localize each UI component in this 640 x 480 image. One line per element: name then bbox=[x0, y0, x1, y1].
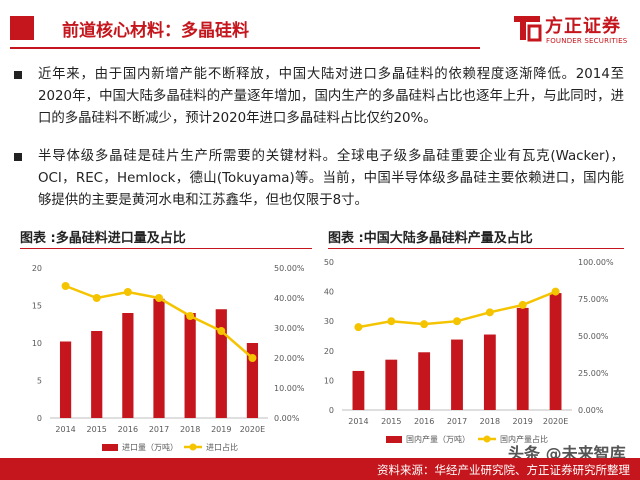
x-tick: 2017 bbox=[447, 417, 467, 426]
legend-swatch-bar bbox=[102, 444, 118, 451]
chart-imports: 0 5 10 15 20 0.00% 10.00% 20.00% 30.00% 40.00% 50.… bbox=[18, 252, 314, 452]
x-tick: 2016 bbox=[118, 425, 138, 434]
line-point bbox=[155, 294, 163, 302]
x-tick: 2020E bbox=[240, 425, 265, 434]
line-point bbox=[387, 317, 396, 326]
legend-label-line: 进口占比 bbox=[206, 442, 238, 452]
founder-logo-icon bbox=[514, 16, 542, 42]
y-tick-right: 40.00% bbox=[274, 294, 305, 303]
x-tick: 2018 bbox=[180, 425, 200, 434]
y-tick-right: 25.00% bbox=[578, 369, 609, 378]
chart-production: 0 10 20 30 40 50 0.00% 25.00% 50.00% 75.00% 100.00… bbox=[320, 252, 626, 452]
y-tick-right: 50.00% bbox=[274, 264, 305, 273]
line-point bbox=[123, 288, 132, 296]
y-tick-left: 30 bbox=[324, 317, 334, 326]
slide-header: 前道核心材料：多晶硅料 方正证券 FOUNDER SECURITIES bbox=[0, 0, 640, 56]
legend-label-bar: 进口量（万吨） bbox=[122, 442, 178, 452]
y-tick-right: 0.00% bbox=[578, 406, 604, 415]
bar bbox=[549, 293, 562, 410]
y-tick-left: 5 bbox=[37, 377, 42, 386]
logo-text-en: FOUNDER SECURITIES bbox=[546, 37, 628, 45]
x-tick: 2018 bbox=[480, 417, 500, 426]
chart-title-divider bbox=[328, 248, 624, 249]
x-tick: 2019 bbox=[211, 425, 231, 434]
footer-bar: 资料来源：华经产业研究院、方正证券研究所整理 bbox=[0, 458, 640, 480]
legend-marker-line bbox=[189, 443, 197, 451]
bar bbox=[352, 370, 365, 410]
bar bbox=[246, 343, 259, 418]
footer-source: 资料来源：华经产业研究院、方正证券研究所整理 bbox=[377, 463, 630, 477]
line-point bbox=[551, 287, 560, 296]
y-tick-left: 10 bbox=[32, 339, 42, 348]
x-tick: 2016 bbox=[414, 417, 434, 426]
chart-imports-svg: 0 5 10 15 20 0.00% 10.00% 20.00% 30.00% 40.00% 50.… bbox=[32, 264, 305, 452]
y-tick-right: 100.00% bbox=[578, 258, 614, 267]
legend-swatch-bar bbox=[386, 436, 402, 443]
line-point bbox=[186, 312, 195, 320]
y-tick-left: 15 bbox=[32, 302, 42, 311]
logo-text-cn: 方正证券 bbox=[545, 16, 621, 37]
bullet-item: 半导体级多晶硅是硅片生产所需要的关键材料。全球电子级多晶硅重要企业有瓦克(Wac… bbox=[12, 146, 624, 212]
chart-title-imports: 图表 :多晶硅料进口量及占比 bbox=[20, 231, 186, 246]
title-marker bbox=[10, 16, 34, 40]
y-tick-right: 30.00% bbox=[274, 324, 305, 333]
y-tick-left: 50 bbox=[324, 258, 334, 267]
line-point bbox=[92, 294, 101, 302]
bar bbox=[516, 307, 529, 410]
x-tick: 2015 bbox=[87, 425, 107, 434]
x-tick: 2014 bbox=[348, 417, 368, 426]
y-tick-right: 20.00% bbox=[274, 354, 305, 363]
bar bbox=[91, 331, 103, 418]
y-tick-left: 20 bbox=[324, 347, 334, 356]
x-tick: 2019 bbox=[513, 417, 533, 426]
line-point bbox=[453, 317, 461, 326]
line-point bbox=[518, 300, 527, 309]
y-tick-left: 20 bbox=[32, 264, 42, 273]
bar bbox=[59, 341, 72, 418]
bullet-marker bbox=[14, 153, 22, 161]
x-tick: 2017 bbox=[149, 425, 169, 434]
bar bbox=[483, 334, 496, 410]
line-point bbox=[420, 320, 429, 329]
y-tick-right: 10.00% bbox=[274, 384, 305, 393]
chart-title-production: 图表 :中国大陆多晶硅料产量及占比 bbox=[328, 231, 533, 246]
founder-logo: 方正证券 FOUNDER SECURITIES bbox=[512, 10, 634, 50]
bullet-marker bbox=[14, 71, 22, 79]
x-tick: 2020E bbox=[543, 417, 568, 426]
y-tick-left: 10 bbox=[324, 376, 334, 385]
chart-title-divider bbox=[20, 248, 312, 249]
legend-marker-line bbox=[483, 435, 491, 443]
bar bbox=[215, 309, 227, 418]
y-tick-left: 0 bbox=[329, 406, 334, 415]
legend-label-line: 国内产量占比 bbox=[500, 434, 548, 444]
bar bbox=[153, 298, 165, 418]
title-underline bbox=[10, 47, 480, 49]
bar bbox=[184, 313, 196, 418]
bar bbox=[385, 359, 398, 410]
bar bbox=[122, 313, 134, 418]
x-tick: 2014 bbox=[55, 425, 75, 434]
chart-production-svg: 0 10 20 30 40 50 0.00% 25.00% 50.00% 75.00% 100.00… bbox=[324, 258, 614, 444]
bullet-text: 近年来，由于国内新增产能不断释放，中国大陆对进口多晶硅料的依赖程度逐渐降低。20… bbox=[38, 67, 624, 126]
line-point bbox=[354, 323, 363, 332]
y-tick-left: 0 bbox=[37, 414, 42, 423]
line-point bbox=[485, 308, 494, 317]
bullet-item: 近年来，由于国内新增产能不断释放，中国大陆对进口多晶硅料的依赖程度逐渐降低。20… bbox=[12, 64, 624, 130]
bar bbox=[418, 352, 431, 410]
line-point bbox=[217, 327, 226, 335]
bar bbox=[451, 339, 463, 410]
y-tick-right: 75.00% bbox=[578, 295, 609, 304]
y-tick-right: 0.00% bbox=[274, 414, 300, 423]
line-point bbox=[248, 354, 257, 362]
legend-label-bar: 国内产量（万吨） bbox=[406, 434, 470, 444]
x-tick: 2015 bbox=[381, 417, 401, 426]
page-title: 前道核心材料：多晶硅料 bbox=[62, 21, 249, 41]
line-point bbox=[61, 282, 70, 290]
bullet-text: 半导体级多晶硅是硅片生产所需要的关键材料。全球电子级多晶硅重要企业有瓦克(Wac… bbox=[38, 149, 624, 208]
y-tick-left: 40 bbox=[324, 288, 334, 297]
y-tick-right: 50.00% bbox=[578, 332, 609, 341]
